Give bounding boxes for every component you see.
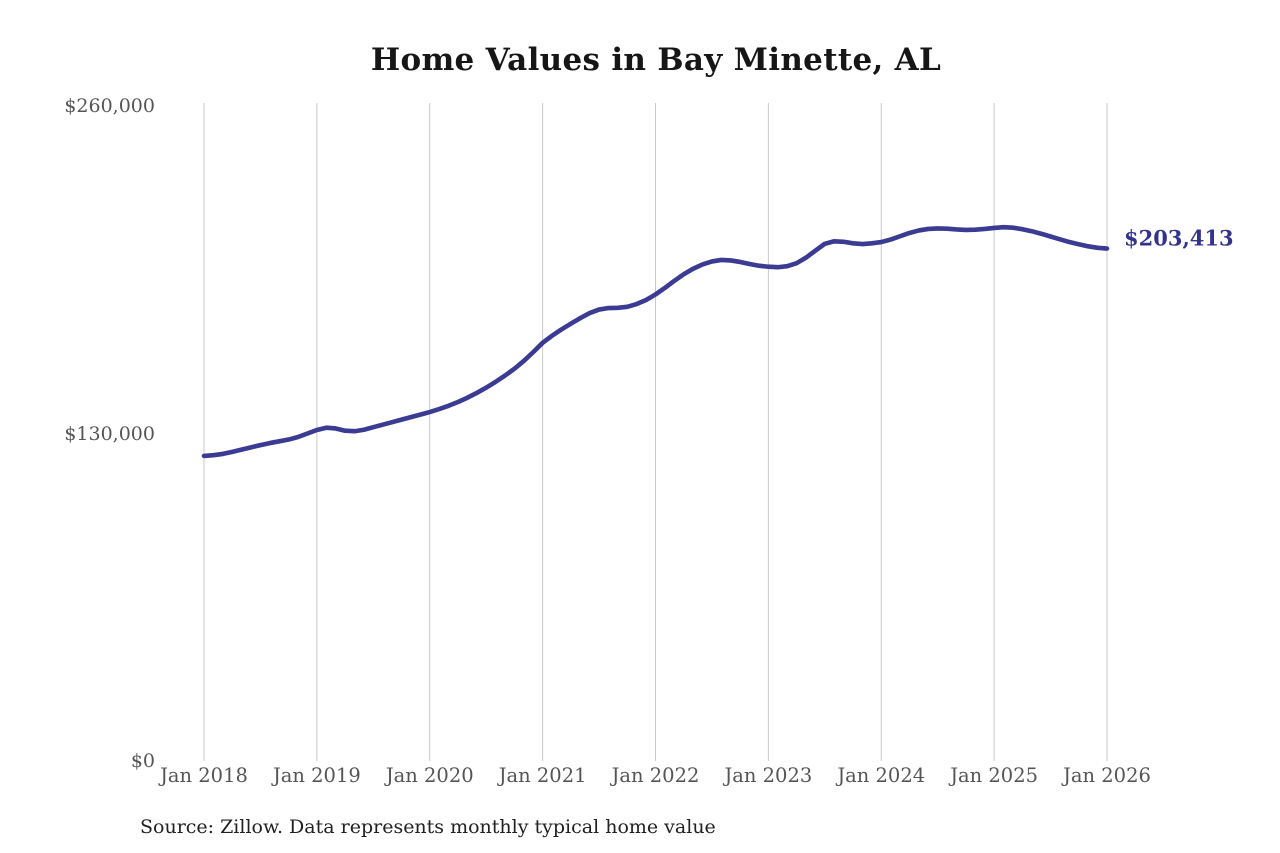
x-tick-label: Jan 2025 bbox=[950, 764, 1039, 787]
x-tick-label: Jan 2023 bbox=[724, 764, 813, 787]
y-tick-label: $260,000 bbox=[64, 95, 155, 117]
y-tick-label: $130,000 bbox=[64, 422, 155, 445]
year-gridlines bbox=[203, 103, 1108, 761]
x-tick-label: Jan 2018 bbox=[160, 764, 248, 787]
source-note: Source: Zillow. Data represents monthly … bbox=[140, 816, 716, 838]
x-tick-label: Jan 2021 bbox=[498, 764, 587, 787]
chart-title: Home Values in Bay Minette, AL bbox=[370, 42, 942, 78]
x-tick-label: Jan 2019 bbox=[272, 764, 361, 787]
x-tick-label: Jan 2026 bbox=[1063, 764, 1151, 787]
x-tick-label: Jan 2022 bbox=[611, 764, 700, 787]
x-tick-label: Jan 2020 bbox=[385, 764, 474, 787]
home-value-line bbox=[201, 224, 1110, 459]
y-tick-label: $0 bbox=[130, 750, 155, 772]
x-tick-label: Jan 2024 bbox=[837, 764, 926, 787]
latest-value-label: $203,413 bbox=[1124, 225, 1234, 251]
